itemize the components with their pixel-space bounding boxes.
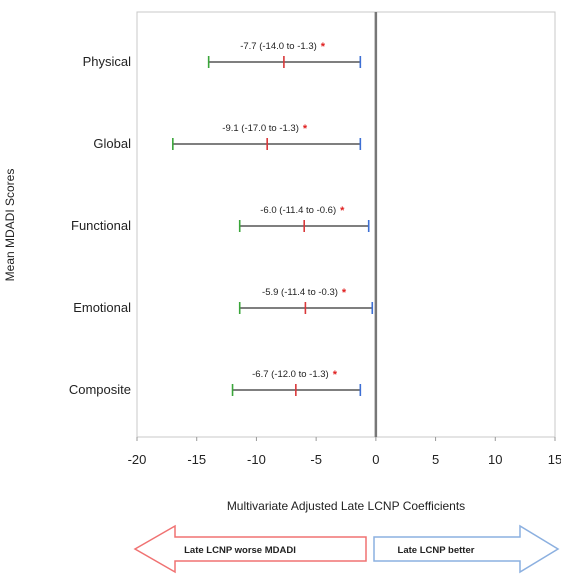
estimate-annotation: -7.7 (-14.0 to -1.3) [240,41,317,52]
forest-row-physical: Physical -7.7 (-14.0 to -1.3) * [83,41,362,69]
significance-star: * [342,287,347,299]
estimate-annotation: -9.1 (-17.0 to -1.3) [222,123,299,134]
x-tick-label: 5 [432,452,439,467]
x-tick-label: -20 [128,452,147,467]
row-label: Physical [83,54,132,69]
x-tick-label: 10 [488,452,502,467]
significance-star: * [321,41,326,53]
estimate-annotation: -6.0 (-11.4 to -0.6) [260,205,336,216]
worse-arrow: Late LCNP worse MDADI [133,524,367,574]
forest-rows: Physical -7.7 (-14.0 to -1.3) * Global -9.1 … [69,41,374,397]
estimate-annotation: -6.7 (-12.0 to -1.3) [252,369,329,380]
x-axis-ticks: -20 -15 -10 -5 0 5 10 15 [128,437,561,467]
estimate-annotation: -5.9 (-11.4 to -0.3) [262,287,338,298]
row-label: Global [93,136,131,151]
x-tick-label: 15 [548,452,561,467]
row-label: Emotional [73,300,131,315]
forest-row-composite: Composite -6.7 (-12.0 to -1.3) * [69,369,362,397]
significance-star: * [333,369,338,381]
better-arrow-label: Late LCNP better [398,545,475,556]
better-arrow-shape [373,524,560,574]
worse-arrow-shape [133,524,367,574]
worse-arrow-label: Late LCNP worse MDADI [184,545,296,556]
x-tick-label: -10 [247,452,266,467]
x-tick-label: -5 [310,452,322,467]
forest-row-functional: Functional -6.0 (-11.4 to -0.6) * [71,205,370,233]
x-tick-label: 0 [372,452,379,467]
row-label: Functional [71,218,131,233]
x-axis-title: Multivariate Adjusted Late LCNP Coeffici… [227,499,465,513]
row-label: Composite [69,382,131,397]
x-tick-label: -15 [187,452,206,467]
significance-star: * [303,123,308,135]
significance-star: * [340,205,345,217]
y-axis-title: Mean MDADI Scores [3,169,17,282]
forest-row-emotional: Emotional -5.9 (-11.4 to -0.3) * [73,287,374,315]
better-arrow: Late LCNP better [373,524,560,574]
plot-area [136,11,556,438]
forest-row-global: Global -9.1 (-17.0 to -1.3) * [93,123,362,151]
